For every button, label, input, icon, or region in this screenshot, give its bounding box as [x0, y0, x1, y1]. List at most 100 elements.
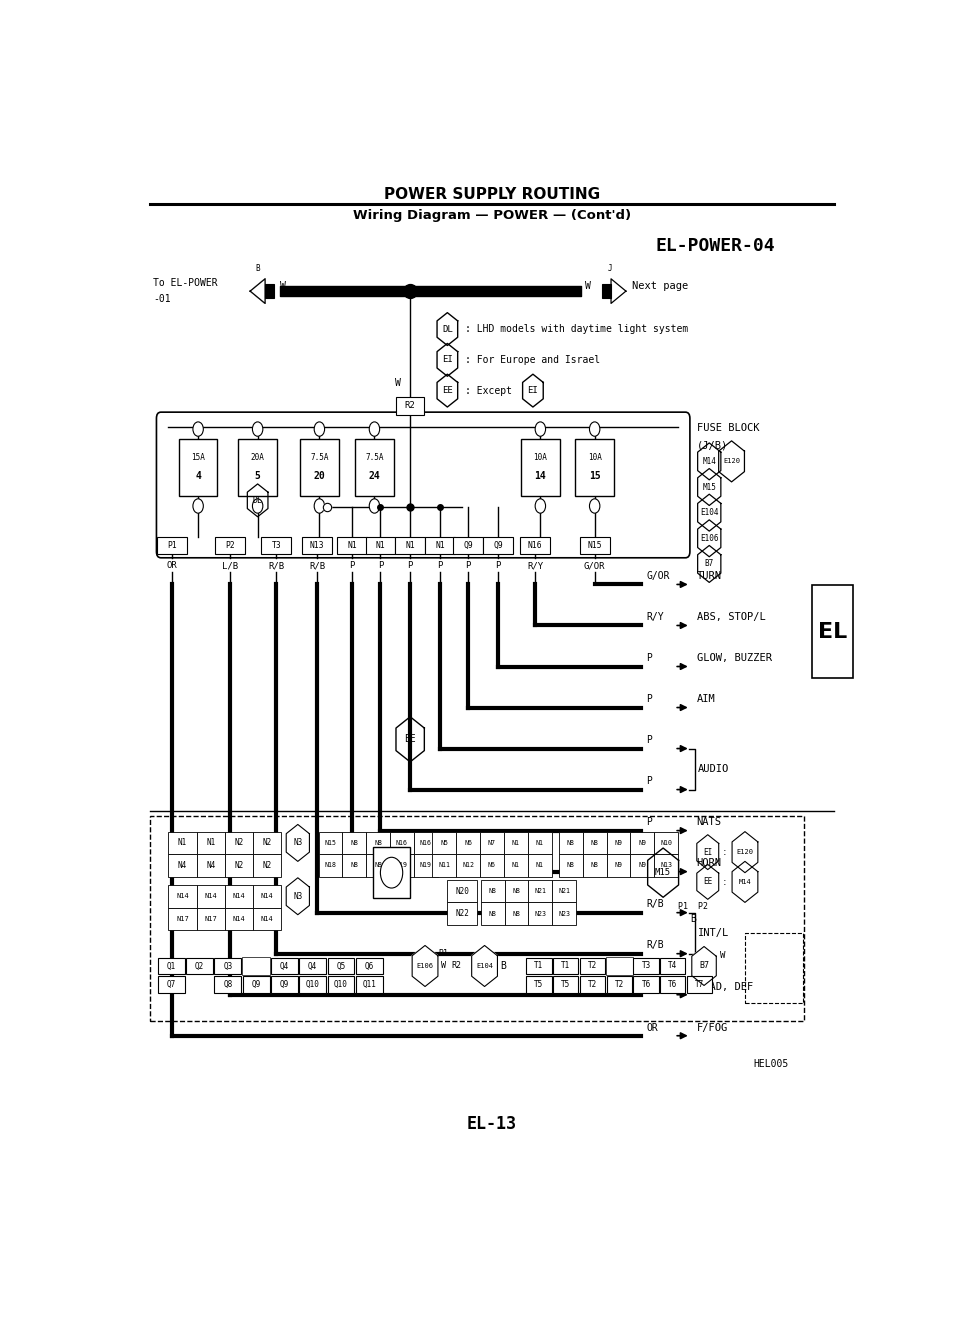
- Text: ABS, STOP/L: ABS, STOP/L: [697, 613, 765, 622]
- Text: :: :: [723, 847, 727, 858]
- Text: EE: EE: [404, 734, 416, 745]
- Bar: [168, 854, 197, 876]
- Text: F/FOG: F/FOG: [697, 1023, 728, 1032]
- Text: N6: N6: [465, 840, 472, 846]
- Text: Q11: Q11: [362, 980, 376, 988]
- Bar: [580, 976, 605, 992]
- Text: N21: N21: [535, 888, 546, 894]
- Circle shape: [589, 422, 600, 437]
- Polygon shape: [732, 862, 757, 902]
- Text: P: P: [646, 694, 652, 705]
- Text: N9: N9: [638, 840, 646, 846]
- Polygon shape: [697, 864, 719, 899]
- Bar: [253, 831, 281, 854]
- Text: N1: N1: [536, 840, 543, 846]
- Circle shape: [252, 498, 263, 513]
- Bar: [634, 976, 659, 992]
- Bar: [447, 880, 477, 902]
- Text: M14: M14: [703, 457, 716, 466]
- Text: T4: T4: [668, 962, 678, 971]
- Text: E120: E120: [736, 848, 754, 855]
- Bar: [319, 831, 343, 854]
- Text: EI: EI: [442, 356, 453, 365]
- Bar: [583, 854, 607, 876]
- Bar: [583, 831, 607, 854]
- Text: 14: 14: [535, 472, 546, 481]
- Text: N19: N19: [420, 863, 432, 868]
- Text: M15: M15: [655, 868, 671, 878]
- Bar: [337, 537, 367, 554]
- Text: P2: P2: [226, 541, 235, 550]
- Bar: [481, 880, 505, 902]
- Bar: [607, 854, 631, 876]
- Text: B7: B7: [705, 559, 714, 569]
- Bar: [504, 854, 528, 876]
- Bar: [197, 831, 225, 854]
- Text: N17: N17: [204, 916, 217, 922]
- Circle shape: [535, 498, 545, 513]
- Polygon shape: [248, 484, 268, 517]
- Text: N9: N9: [614, 840, 622, 846]
- Text: N8: N8: [590, 863, 599, 868]
- Bar: [390, 831, 414, 854]
- Bar: [197, 884, 225, 907]
- Text: EE: EE: [703, 878, 712, 886]
- Bar: [319, 854, 343, 876]
- Text: N6: N6: [488, 863, 496, 868]
- Text: N1: N1: [375, 541, 385, 550]
- Text: 7.5A: 7.5A: [310, 453, 328, 462]
- Polygon shape: [286, 878, 309, 915]
- Text: N21: N21: [558, 888, 570, 894]
- Text: N14: N14: [204, 894, 217, 899]
- Text: R/Y: R/Y: [646, 613, 663, 622]
- Bar: [526, 976, 552, 992]
- Bar: [243, 976, 270, 992]
- Bar: [271, 958, 298, 974]
- Bar: [559, 831, 583, 854]
- Bar: [158, 976, 184, 992]
- Bar: [414, 854, 438, 876]
- Bar: [214, 976, 241, 992]
- Text: P: P: [437, 562, 443, 570]
- Text: Q4: Q4: [308, 962, 318, 971]
- Bar: [425, 537, 455, 554]
- Text: R2: R2: [451, 962, 462, 971]
- Text: G/OR: G/OR: [646, 571, 669, 581]
- Bar: [559, 854, 583, 876]
- Bar: [745, 934, 803, 1003]
- Text: N19: N19: [396, 863, 408, 868]
- Text: P1  P2: P1 P2: [678, 902, 708, 911]
- Polygon shape: [719, 441, 744, 482]
- Circle shape: [314, 498, 324, 513]
- Circle shape: [314, 422, 324, 437]
- Text: (J/B): (J/B): [697, 441, 728, 450]
- Polygon shape: [698, 519, 721, 557]
- Text: AIM: AIM: [697, 694, 715, 705]
- Text: W: W: [585, 281, 590, 290]
- Text: P: P: [646, 735, 652, 746]
- Text: B: B: [690, 914, 696, 924]
- Text: N8: N8: [566, 840, 575, 846]
- Text: 7.5A: 7.5A: [365, 453, 384, 462]
- Bar: [414, 831, 438, 854]
- Text: DL: DL: [442, 325, 453, 333]
- Bar: [372, 847, 410, 898]
- Text: N22: N22: [455, 910, 469, 918]
- Text: N1: N1: [405, 541, 415, 550]
- Bar: [390, 854, 414, 876]
- Text: P: P: [377, 562, 383, 570]
- Text: Q6: Q6: [365, 962, 373, 971]
- Text: T2: T2: [588, 980, 597, 988]
- Text: R1: R1: [439, 950, 448, 958]
- Text: LOAD, DEF: LOAD, DEF: [697, 982, 753, 991]
- Polygon shape: [286, 825, 309, 862]
- Text: P: P: [495, 562, 500, 570]
- Polygon shape: [412, 946, 438, 987]
- Bar: [271, 976, 298, 992]
- Text: EL-POWER-04: EL-POWER-04: [656, 237, 775, 254]
- Text: N14: N14: [232, 916, 246, 922]
- Text: N9: N9: [614, 863, 622, 868]
- Text: EI: EI: [703, 847, 712, 856]
- Text: M14: M14: [738, 879, 752, 884]
- Text: R/B: R/B: [268, 562, 284, 570]
